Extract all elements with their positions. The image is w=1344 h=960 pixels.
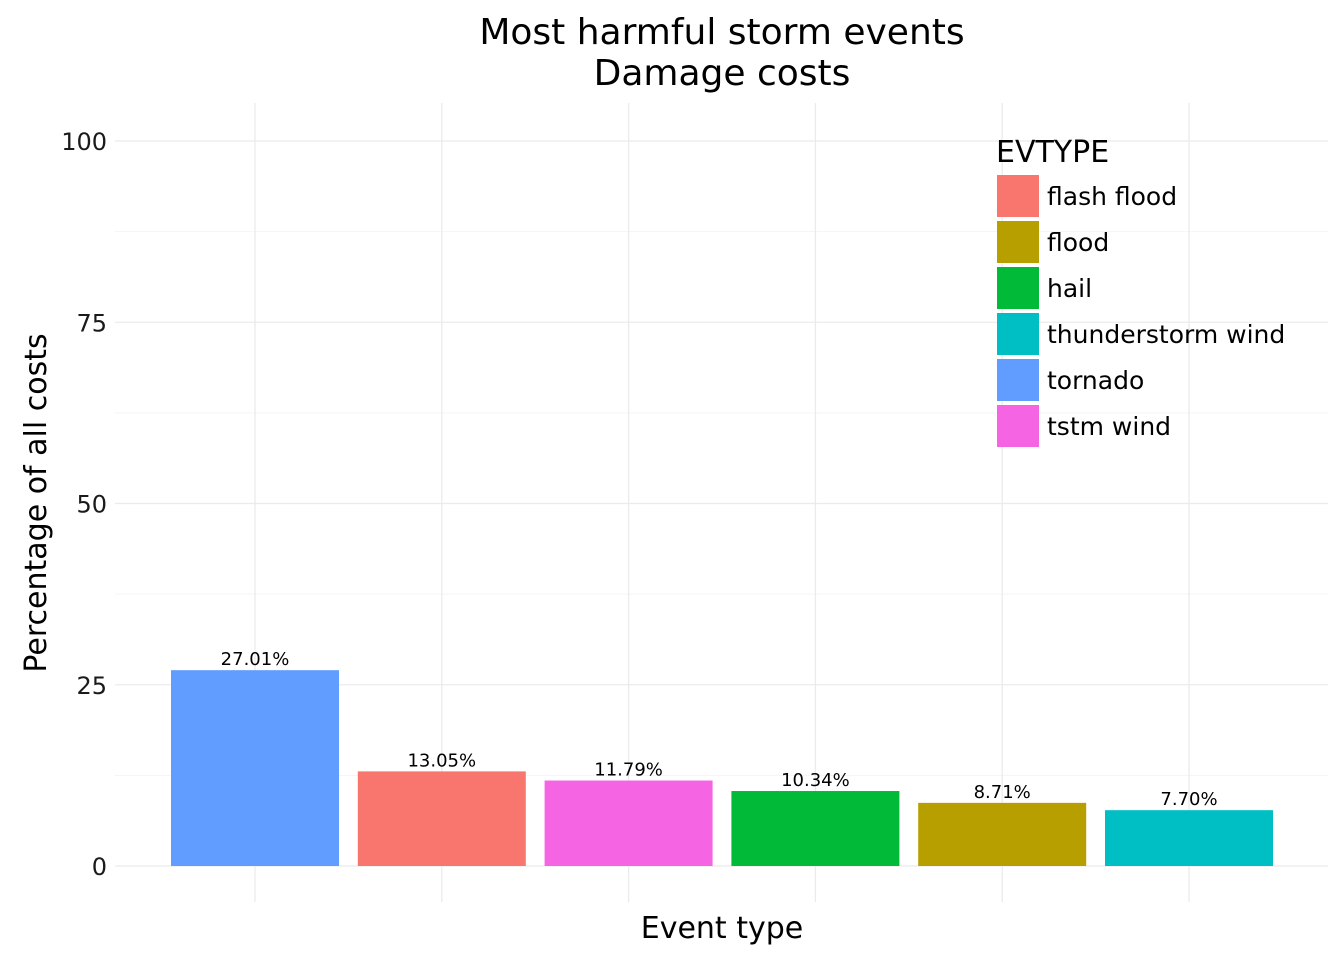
legend-swatch-thunderstorm-wind <box>997 313 1039 355</box>
bar-value-label: 7.70% <box>1160 789 1217 810</box>
legend-swatch-tornado <box>997 359 1039 401</box>
y-tick-label: 25 <box>76 672 107 700</box>
legend: EVTYPE flash flood flood hail thunderstorm … <box>996 135 1285 447</box>
bar-value-label: 10.34% <box>781 770 850 791</box>
legend-swatch-tstm-wind <box>997 405 1039 447</box>
legend-title: EVTYPE <box>996 135 1109 170</box>
bar-thunderstorm-wind <box>1105 810 1273 866</box>
bar-tstm-wind <box>544 780 713 866</box>
y-tick-label: 75 <box>76 309 107 337</box>
chart-title: Most harmful storm events <box>479 12 964 53</box>
bars <box>171 670 1273 866</box>
bar-tornado <box>171 670 339 866</box>
y-axis-title: Percentage of all costs <box>19 333 54 672</box>
legend-swatch-flash-flood <box>997 175 1039 217</box>
chart-subtitle: Damage costs <box>594 53 851 94</box>
legend-label: thunderstorm wind <box>1047 320 1285 349</box>
y-axis-ticks: 0 25 50 75 100 <box>61 128 107 881</box>
bar-value-label: 13.05% <box>407 750 476 771</box>
legend-label: tstm wind <box>1047 412 1171 441</box>
bar-flood <box>918 802 1087 866</box>
legend-label: flood <box>1047 228 1109 257</box>
bar-value-label: 27.01% <box>221 649 290 670</box>
x-axis-title: Event type <box>641 911 804 946</box>
bar-value-label: 11.79% <box>594 760 663 781</box>
legend-label: hail <box>1047 274 1092 303</box>
y-tick-label: 50 <box>76 491 107 519</box>
legend-swatch-hail <box>997 267 1039 309</box>
legend-swatch-flood <box>997 221 1039 263</box>
legend-items: flash flood flood hail thunderstorm wind tor… <box>997 175 1285 447</box>
bar-labels: 27.01% 13.05% 11.79% 10.34% 8.71% 7.70% <box>221 649 1218 810</box>
bar-value-label: 8.71% <box>974 782 1031 803</box>
y-tick-label: 100 <box>61 128 107 156</box>
bar-flash-flood <box>357 771 526 866</box>
legend-label: tornado <box>1047 366 1144 395</box>
legend-label: flash flood <box>1047 182 1177 211</box>
bar-hail <box>731 791 900 866</box>
y-tick-label: 0 <box>92 853 107 881</box>
